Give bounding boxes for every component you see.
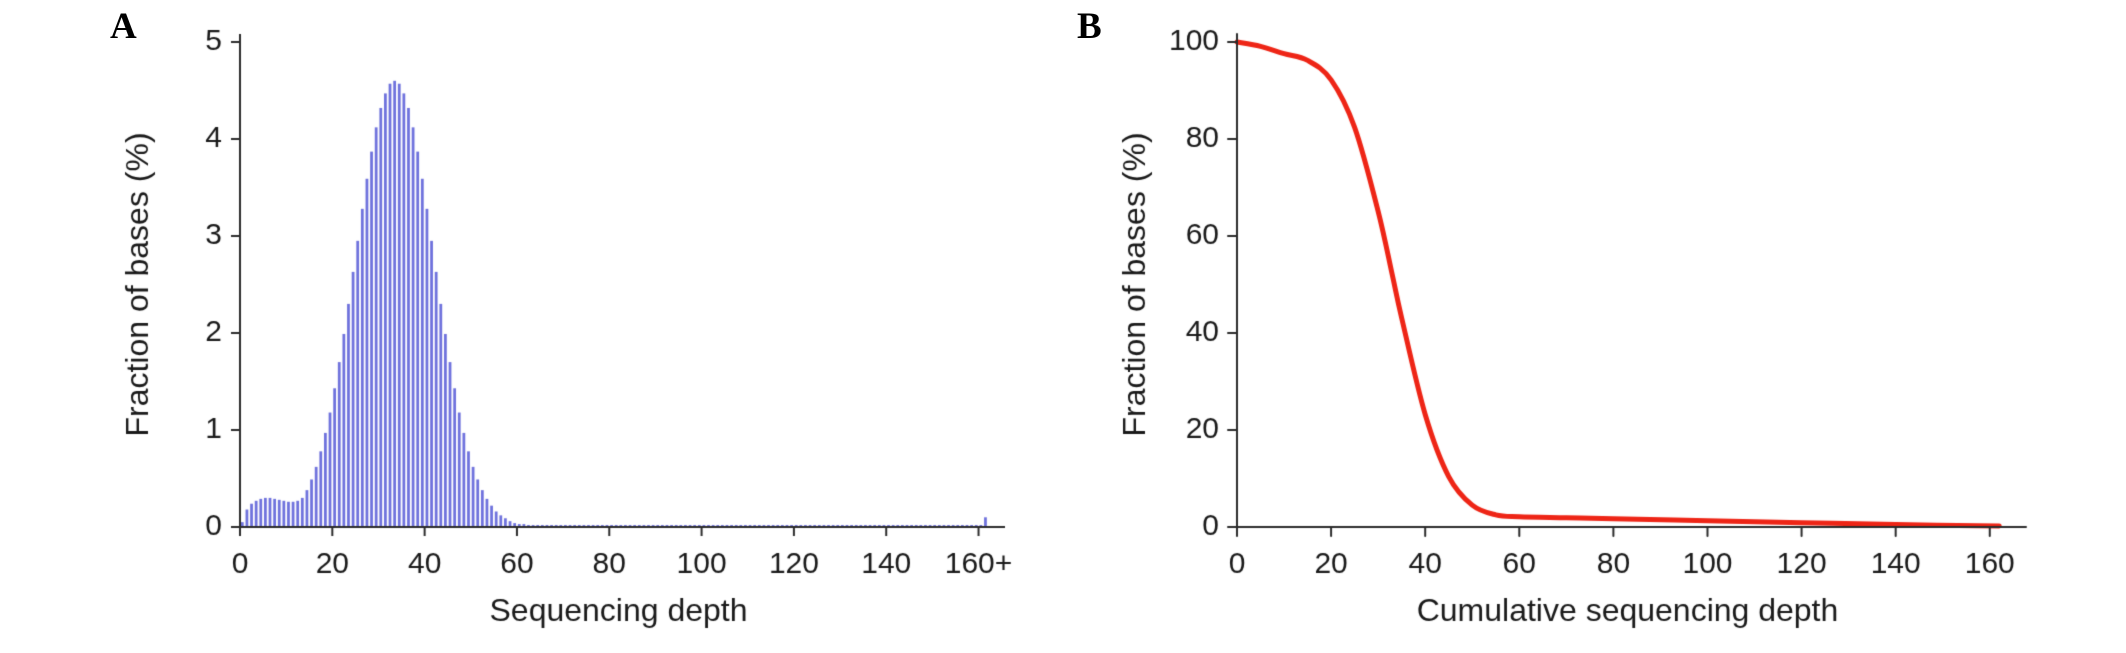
panel-a: A [0, 0, 1063, 653]
sequencing-depth-histogram-canvas [0, 0, 1063, 653]
cumulative-depth-curve-canvas [1063, 0, 2126, 653]
panel-b: B [1063, 0, 2126, 653]
panel-b-letter: B [1077, 6, 1102, 47]
panel-a-letter: A [110, 6, 137, 47]
